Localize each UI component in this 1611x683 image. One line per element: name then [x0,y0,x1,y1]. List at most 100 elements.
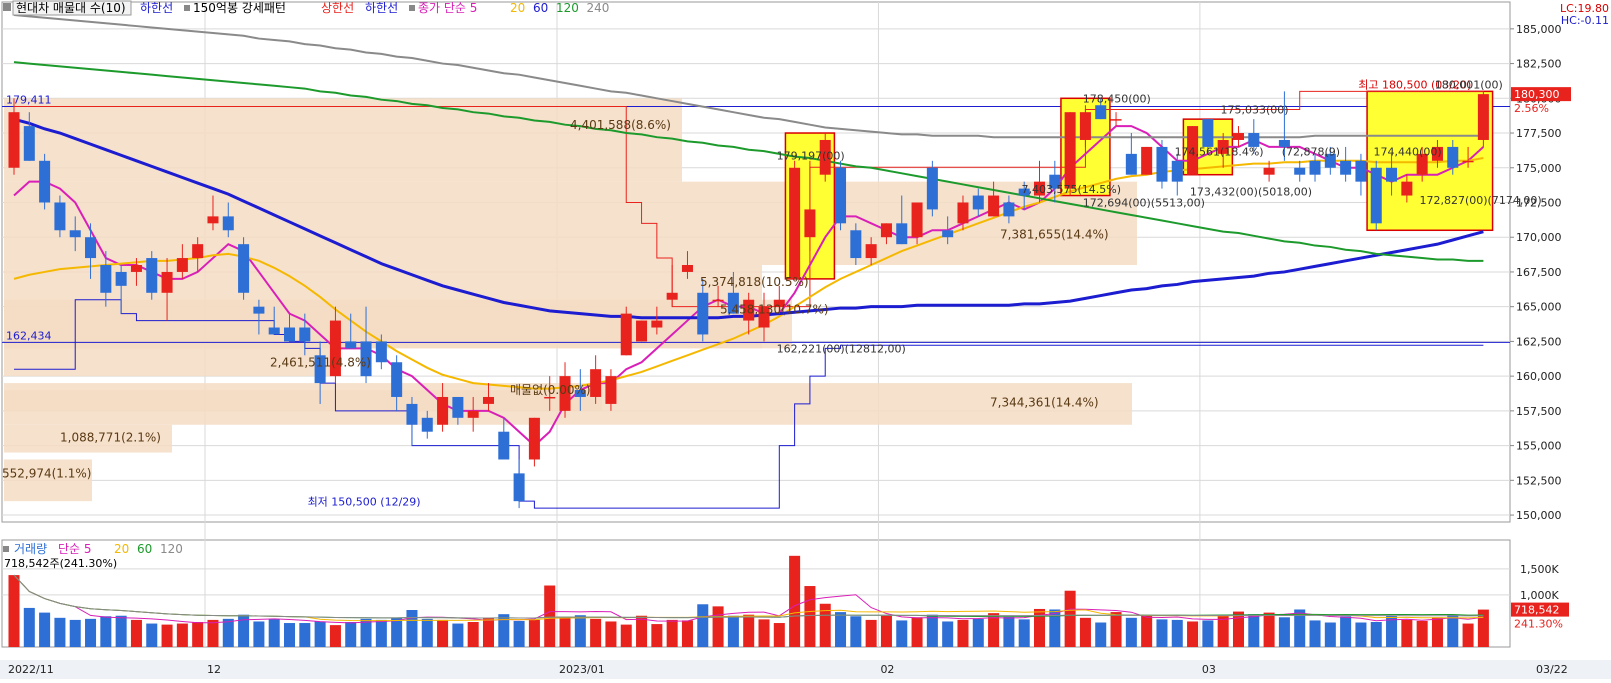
volume-bar [8,575,20,647]
candle [1416,146,1428,182]
candle-body [727,292,739,314]
price-annotation: 178,450(00) [1083,92,1151,105]
candle-body [972,195,984,210]
volume-panel-frame [1,539,1511,648]
volume-profile-zone [4,98,682,182]
candle-body [406,403,418,425]
candle [957,195,969,231]
candle-body [1187,126,1199,175]
candle-body [1340,160,1352,175]
volume-bar [1110,612,1122,647]
volume-bar [299,623,311,647]
candle [1370,160,1382,231]
volume-bar [636,615,648,647]
candle-body [1049,174,1061,189]
volume-bar [1049,609,1061,647]
candle-body [758,306,770,328]
candle-body [636,320,648,342]
volume-bar [1386,615,1398,647]
y-tick-label: 157,500 [1516,405,1562,418]
candle-body [1278,139,1290,147]
candle-body [1003,202,1015,217]
volume-bar [926,614,938,647]
volume-bar [54,617,66,647]
candle-body [23,126,35,161]
candle [1125,133,1137,175]
volume-bar [1309,620,1321,647]
current-price-pct: 2.56% [1514,102,1549,115]
volume-bar [835,612,847,647]
candle [681,251,693,279]
volume-bar [590,618,602,647]
volume-value-tag [1511,602,1569,617]
y-tick-label: 175,000 [1516,162,1562,175]
candle [54,195,66,238]
volume-bar [375,619,387,647]
candle [972,188,984,217]
candle-body [192,244,204,259]
candle-body [942,230,954,238]
candle [651,306,663,335]
candle-body [1141,146,1153,175]
candle [85,223,97,279]
candle-body [1034,181,1046,196]
volume-bar [513,620,525,647]
volume-legend-item: 20 [114,542,129,556]
candle [789,160,801,279]
volume-bar [437,619,449,647]
candle [773,285,785,314]
candle-body [146,258,158,293]
candle [1232,126,1244,147]
candle [1263,160,1275,182]
candle [314,341,326,404]
volume-bar [1447,614,1459,647]
volume-bar [314,621,326,647]
date-axis-strip [0,660,1611,679]
candle [130,258,142,286]
volume-bar [850,616,862,647]
volume-profile-label: 2,461,511(4.8%) [270,355,371,369]
volume-bar [1248,614,1260,647]
candle [590,355,602,404]
candle-body [666,292,678,300]
candle [360,306,372,384]
volume-y-tick-label: 1,000K [1520,589,1559,602]
y-tick-label: 177,500 [1516,127,1562,140]
y-tick-label: 170,000 [1516,231,1562,244]
candle [666,265,678,307]
moving-average-120 [13,61,1484,262]
candle-body [1386,167,1398,182]
candle [421,410,433,439]
candle [1447,139,1459,175]
candle [222,202,234,238]
hc-label: HC:-0.11 [1561,14,1609,27]
candle [437,383,449,432]
volume-bar [69,619,81,647]
header-marker [3,3,11,11]
volume-profile-label: 4,401,588(8.6%) [570,118,671,132]
candle [69,216,81,252]
candle-body [130,265,142,272]
candle [345,313,357,349]
volume-bar [896,620,908,647]
volume-bar [988,613,1000,647]
header-title: 현대차 매물대 수(10) [16,1,126,15]
candle [926,160,938,217]
volume-bar [1355,622,1367,647]
candle-body [1079,112,1091,140]
candle [1141,146,1153,175]
volume-bar [39,612,51,647]
candle [1462,146,1474,168]
candle-body [804,209,816,238]
volume-bar [681,620,693,647]
candle-body [1232,133,1244,140]
y-tick-label: 162,500 [1516,335,1562,348]
price-annotation: 174,440(00) [1374,145,1442,158]
volume-profile-label: 매물없(0.00%) [510,383,591,397]
volume-bar [176,623,188,647]
candle-body [314,355,326,384]
candle-body [1064,112,1076,189]
candle-body [544,396,556,399]
